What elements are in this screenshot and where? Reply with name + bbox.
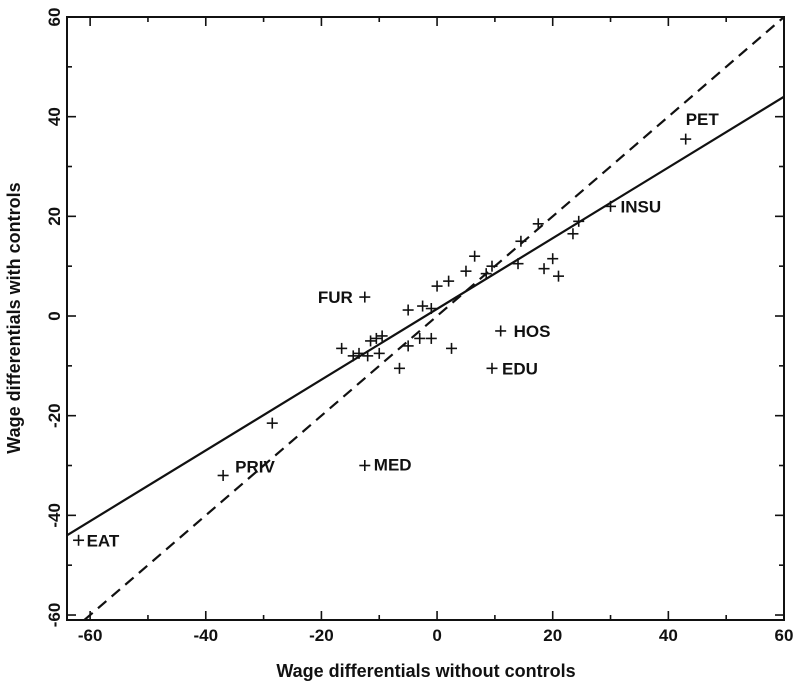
y-tick-label: -60 xyxy=(45,603,64,628)
y-tick-label: 0 xyxy=(45,311,64,320)
x-tick-label: -40 xyxy=(193,626,218,645)
data-point xyxy=(573,215,585,227)
data-point xyxy=(266,417,278,429)
data-point xyxy=(336,342,348,354)
data-point xyxy=(425,332,437,344)
data-point xyxy=(402,304,414,316)
data-point xyxy=(567,228,579,240)
data-point xyxy=(417,300,429,312)
data-point xyxy=(605,200,617,212)
data-point xyxy=(414,332,426,344)
point-label: MED xyxy=(374,456,412,475)
diagonal-dashed-line xyxy=(83,17,784,620)
x-tick-label: -20 xyxy=(309,626,334,645)
data-point xyxy=(347,350,359,362)
y-tick-label: 40 xyxy=(45,107,64,126)
data-point xyxy=(480,268,492,280)
point-label: EAT xyxy=(87,531,120,550)
data-point xyxy=(359,291,371,303)
x-tick-label: 60 xyxy=(775,626,794,645)
y-tick-label: -40 xyxy=(45,503,64,528)
data-point xyxy=(353,347,365,359)
data-point xyxy=(217,469,229,481)
data-point xyxy=(460,265,472,277)
x-tick-label: 0 xyxy=(432,626,441,645)
point-label: INSU xyxy=(621,197,662,216)
data-point xyxy=(547,253,559,265)
point-labels: EAT PRIV MED FUR EDU HOS INSU PET xyxy=(87,110,720,550)
plot-frame xyxy=(66,16,785,621)
y-tick-label: 60 xyxy=(45,8,64,27)
data-point xyxy=(552,270,564,282)
data-point xyxy=(73,534,85,546)
x-axis-title: Wage differentials without controls xyxy=(276,661,575,681)
data-point xyxy=(393,362,405,374)
axis-ticks xyxy=(67,16,785,620)
y-tick-labels: -60 -40 -20 0 20 40 60 xyxy=(45,8,64,628)
data-point xyxy=(370,332,382,344)
data-point xyxy=(362,350,374,362)
x-tick-labels: -60 -40 -20 0 20 40 60 xyxy=(78,626,794,645)
data-point xyxy=(486,260,498,272)
point-label: FUR xyxy=(318,288,353,307)
y-tick-label: 20 xyxy=(45,207,64,226)
data-point xyxy=(376,330,388,342)
data-point xyxy=(512,258,524,270)
x-tick-label: 20 xyxy=(543,626,562,645)
point-label: PET xyxy=(686,110,720,129)
point-label: HOS xyxy=(514,322,551,341)
data-point xyxy=(402,340,414,352)
data-point xyxy=(495,325,507,337)
data-point xyxy=(365,335,377,347)
data-point xyxy=(538,263,550,275)
data-point xyxy=(469,250,481,262)
regression-lines xyxy=(67,17,784,620)
data-point xyxy=(431,280,443,292)
y-axis-title: Wage differentials with controls xyxy=(4,182,24,453)
data-point xyxy=(515,235,527,247)
data-point xyxy=(373,347,385,359)
x-tick-label: 40 xyxy=(659,626,678,645)
data-point xyxy=(532,218,544,230)
data-point xyxy=(443,275,455,287)
data-points xyxy=(73,133,692,546)
data-point xyxy=(446,342,458,354)
point-label: EDU xyxy=(502,359,538,378)
point-label: PRIV xyxy=(235,457,275,476)
data-point xyxy=(486,362,498,374)
y-tick-label: -20 xyxy=(45,403,64,428)
fitted-solid-line xyxy=(67,95,784,537)
data-point xyxy=(680,133,692,145)
data-point xyxy=(359,460,371,472)
data-point xyxy=(425,303,437,315)
x-tick-label: -60 xyxy=(78,626,103,645)
